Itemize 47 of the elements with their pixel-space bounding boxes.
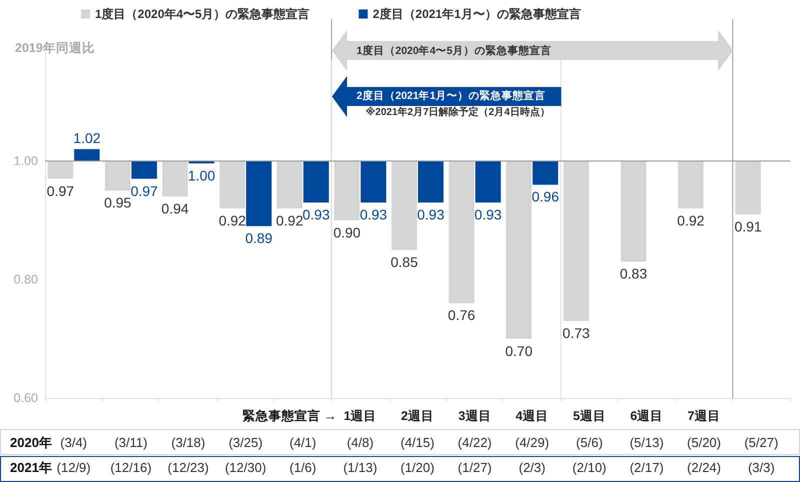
data-label: 0.92	[218, 212, 246, 228]
x-tick-label: (3/4) (12/9)	[56, 434, 91, 475]
x-tick-label: 3週目 (4/22) (1/27)	[456, 408, 493, 477]
legend-label: 1度目（2020年4〜5月）の緊急事態宣言	[95, 7, 310, 21]
data-label: 0.93	[302, 206, 330, 222]
x-tick-label: (3/18) (12/23)	[166, 434, 210, 477]
annotation: 1度目（2020年4〜5月）の緊急事態宣言	[356, 44, 552, 58]
y-axis-title: 2019年同週比	[15, 41, 95, 55]
x-tick-label: 2週目 (4/15) (1/20)	[400, 408, 436, 477]
x-tick-label: (5/27) (3/3)	[743, 434, 780, 477]
annotation: 2度目（2021年1月〜）の緊急事態宣言	[356, 88, 546, 104]
data-label: 0.95	[104, 194, 132, 211]
x-tick-label: 6週目 (5/13) (2/17)	[628, 408, 665, 477]
x-tick-label: 7週目 (5/20) (2/24)	[686, 408, 722, 477]
annotation: ※2021年2月7日解除予定（2月4日時点）	[366, 106, 550, 120]
data-label: 0.97	[130, 182, 158, 199]
data-label: 0.73	[562, 324, 590, 341]
data-label: 0.90	[333, 224, 361, 240]
text: 2020年	[10, 434, 52, 452]
data-label: 0.93	[417, 206, 445, 222]
data-label: 0.70	[505, 342, 533, 359]
legend-label: 2度目（2021年1月〜）の緊急事態宣言	[372, 7, 581, 21]
data-label: 0.96	[532, 188, 560, 205]
data-label: 1.00	[188, 167, 216, 184]
x-tick-label: (3/11) (12/16)	[109, 434, 153, 477]
data-label: 0.89	[245, 230, 273, 246]
data-label: 0.91	[734, 218, 762, 234]
y-tick-label: 0.80	[14, 272, 38, 286]
data-label: 0.93	[360, 206, 388, 222]
data-label: 0.76	[448, 307, 476, 324]
data-label: 0.93	[474, 206, 502, 222]
x-tick-label: 4週目 (4/29) (2/3)	[514, 408, 550, 477]
x-tick-label: 5週目 (5/6) (2/10)	[571, 408, 608, 477]
data-label: 0.85	[390, 254, 418, 270]
x-tick-label: (3/25) (12/30)	[224, 434, 268, 477]
data-label: 0.83	[620, 266, 648, 282]
data-label: 0.92	[276, 212, 304, 228]
data-label: 0.97	[46, 182, 74, 199]
y-tick-label: 0.60	[14, 391, 38, 405]
y-tick-label: 1.00	[14, 154, 38, 168]
data-label: 0.94	[161, 200, 189, 217]
data-label: 0.92	[677, 212, 705, 228]
x-tick-label: 1週目 (4/8) (1/13)	[343, 409, 378, 475]
x-tick-label: (4/1) (1/6)	[288, 434, 318, 477]
text: 2021年	[10, 459, 52, 477]
data-label: 1.02	[73, 130, 101, 146]
text: 緊急事態宣言 →	[242, 408, 337, 425]
